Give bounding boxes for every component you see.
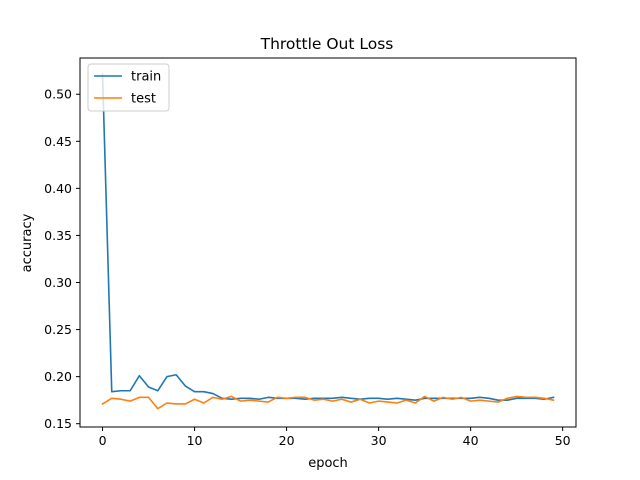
legend-label-test: test — [131, 92, 156, 107]
x-tick-label: 40 — [463, 433, 479, 448]
plot-frame — [79, 57, 577, 428]
series-line-train — [101, 73, 555, 401]
x-tick-label: 30 — [371, 433, 387, 448]
x-tick-label: 20 — [279, 433, 295, 448]
y-axis: 0.15 0.20 0.25 0.30 0.35 0.40 0.45 0.50 — [44, 87, 80, 431]
x-tick-label: 10 — [187, 433, 203, 448]
series-line-test — [101, 395, 555, 410]
y-tick-label: 0.50 — [44, 87, 72, 102]
x-tick-label: 0 — [99, 433, 107, 448]
x-tick-label: 50 — [555, 433, 571, 448]
y-axis-label: accuracy — [20, 213, 35, 272]
legend: train test — [87, 63, 170, 112]
x-axis-label: epoch — [308, 456, 348, 471]
y-tick-label: 0.45 — [44, 134, 72, 149]
series-layer — [101, 73, 555, 410]
x-axis: 0 10 20 30 40 50 — [99, 427, 571, 448]
y-tick-label: 0.20 — [44, 369, 72, 384]
chart-title: Throttle Out Loss — [260, 35, 394, 53]
y-tick-label: 0.30 — [44, 275, 72, 290]
y-tick-label: 0.35 — [44, 228, 72, 243]
y-tick-label: 0.15 — [44, 416, 72, 431]
legend-label-train: train — [131, 70, 161, 85]
y-tick-label: 0.40 — [44, 181, 72, 196]
y-tick-label: 0.25 — [44, 322, 72, 337]
